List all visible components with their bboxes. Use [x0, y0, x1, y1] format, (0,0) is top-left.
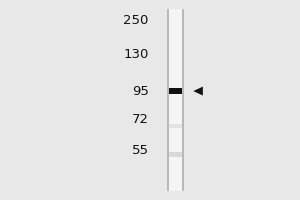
Text: 130: 130	[123, 48, 148, 61]
Text: 55: 55	[131, 144, 148, 157]
Polygon shape	[193, 87, 203, 96]
Text: 72: 72	[131, 113, 148, 126]
Text: 95: 95	[132, 85, 148, 98]
Bar	[182, 9, 184, 191]
Bar	[169, 88, 182, 94]
Bar	[169, 124, 182, 128]
Bar	[167, 9, 169, 191]
Bar	[167, 9, 184, 191]
Text: 250: 250	[123, 14, 148, 27]
Bar	[169, 152, 182, 157]
